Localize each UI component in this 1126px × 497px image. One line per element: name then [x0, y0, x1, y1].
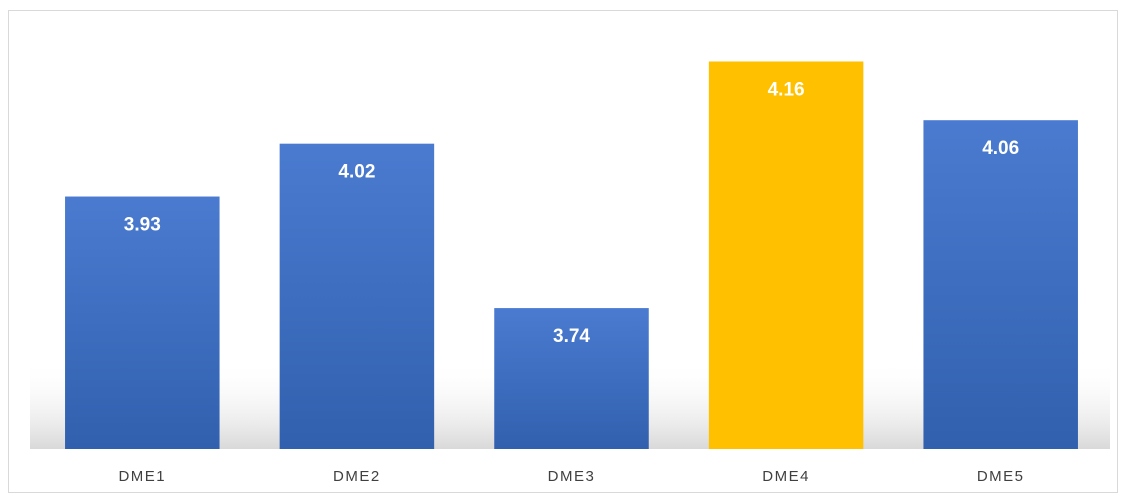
- data-label: 4.02: [338, 162, 375, 183]
- data-label: 4.06: [982, 138, 1019, 159]
- bar: [708, 61, 864, 449]
- bar: [65, 196, 220, 449]
- x-tick-label: DME5: [977, 468, 1025, 485]
- bar: [494, 308, 649, 449]
- x-tick-label: DME2: [333, 468, 381, 485]
- bar: [923, 120, 1078, 449]
- x-tick-label: DME4: [762, 468, 810, 485]
- x-tick-label: DME1: [118, 468, 166, 485]
- x-tick-label: DME3: [548, 468, 596, 485]
- data-label: 3.74: [553, 326, 590, 347]
- data-label: 3.93: [124, 215, 161, 236]
- data-label: 4.16: [768, 80, 805, 101]
- bar: [279, 143, 435, 449]
